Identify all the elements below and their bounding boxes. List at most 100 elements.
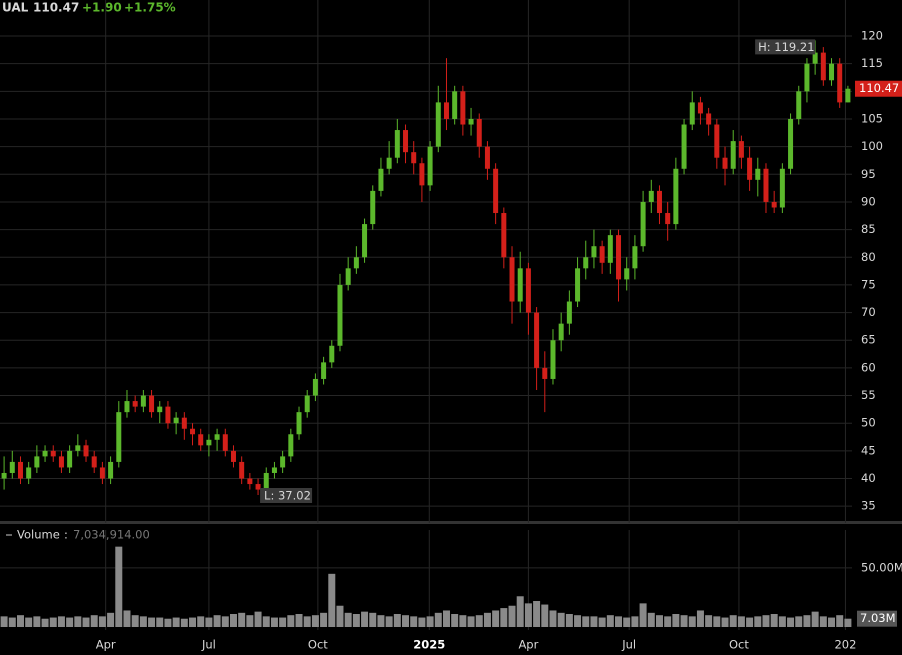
- last-price: 110.47: [33, 1, 79, 15]
- candle-body: [771, 201, 777, 208]
- volume-bar: [344, 612, 352, 627]
- candle-body: [468, 118, 474, 125]
- candle-body: [222, 434, 228, 451]
- candle-body: [501, 213, 507, 258]
- candle-body: [493, 168, 499, 214]
- candle-body: [132, 401, 138, 407]
- candle-body: [34, 456, 40, 468]
- volume-bar: [688, 616, 696, 627]
- candle-body: [624, 268, 630, 280]
- candle-body: [599, 246, 605, 263]
- candle-body: [91, 456, 97, 468]
- volume-bar: [238, 612, 246, 627]
- candle-body: [116, 412, 122, 462]
- y-tick-label: 75: [861, 277, 876, 291]
- volume-bar: [352, 614, 360, 627]
- x-tick-label: Oct: [729, 638, 749, 652]
- volume-bar: [778, 616, 786, 627]
- candle-body: [345, 268, 351, 285]
- volume-legend-name: Volume: [17, 528, 60, 542]
- volume-bar: [262, 616, 270, 627]
- volume-bar: [664, 616, 672, 627]
- y-tick-label: 70: [861, 305, 876, 319]
- candle-body: [460, 91, 466, 125]
- x-tick-label: 2025: [413, 638, 445, 652]
- price-tag: [855, 80, 902, 97]
- volume-bar: [221, 616, 229, 627]
- volume-bar: [647, 612, 655, 627]
- volume-bar: [549, 610, 557, 627]
- candle-body: [788, 118, 794, 169]
- candle-body: [157, 406, 163, 413]
- y-tick-label: 55: [861, 388, 876, 402]
- candle-body: [427, 146, 433, 186]
- volume-bar: [16, 615, 24, 627]
- candle-body: [763, 168, 769, 202]
- volume-bar: [49, 617, 57, 627]
- y-tick-label: 35: [861, 499, 876, 513]
- candle-body: [476, 118, 482, 147]
- volume-bar: [811, 611, 819, 627]
- candle-body: [558, 323, 564, 341]
- volume-bar: [737, 616, 745, 627]
- volume-bar: [41, 618, 49, 627]
- volume-bar: [762, 615, 770, 627]
- candle-body: [796, 91, 802, 119]
- x-tick-label: Jul: [201, 638, 216, 652]
- candle-body: [75, 445, 81, 451]
- candle-body: [50, 450, 56, 457]
- volume-bar: [246, 615, 254, 627]
- volume-bar: [795, 616, 803, 627]
- candle-body: [616, 235, 622, 280]
- candle-body: [607, 235, 613, 263]
- candle-body: [394, 130, 400, 158]
- candle-body: [288, 434, 294, 457]
- candle-body: [83, 445, 89, 457]
- volume-bar: [639, 603, 647, 627]
- candle-body: [280, 456, 286, 468]
- volume-bar: [655, 615, 663, 627]
- volume-bar: [582, 616, 590, 627]
- candle-body: [697, 102, 703, 114]
- candle-body: [329, 345, 335, 363]
- volume-bar: [115, 546, 123, 627]
- volume-bar: [402, 615, 410, 627]
- volume-bar: [713, 616, 721, 627]
- candle-body: [779, 168, 785, 208]
- volume-bar: [721, 617, 729, 627]
- candle-body: [370, 190, 376, 225]
- volume-bar: [25, 617, 33, 627]
- candle-body: [247, 478, 253, 485]
- candle-body: [550, 340, 556, 379]
- candle-body: [656, 190, 662, 214]
- volume-bar: [82, 617, 90, 627]
- volume-bar: [467, 616, 475, 627]
- change-percent: +1.75%: [124, 1, 176, 15]
- candle-body: [689, 102, 695, 125]
- volume-bar: [459, 615, 467, 627]
- volume-bar: [229, 614, 237, 627]
- price-tag-label: 110.47: [859, 81, 899, 95]
- y-tick-label: 80: [861, 250, 876, 264]
- candle-body: [296, 412, 302, 435]
- candle-body: [534, 312, 540, 368]
- volume-bar: [819, 616, 827, 627]
- candle-body: [206, 439, 212, 446]
- volume-bar: [98, 616, 106, 627]
- y-tick-label: 115: [861, 56, 883, 70]
- y-tick-label: 85: [861, 222, 876, 236]
- candle-body: [665, 213, 671, 225]
- candle-body: [812, 52, 818, 64]
- candle-body: [738, 141, 744, 158]
- volume-bar: [393, 614, 401, 627]
- candle-body: [181, 417, 187, 429]
- x-tick-label: Apr: [518, 638, 538, 652]
- volume-bar: [623, 617, 631, 627]
- candle-body: [362, 224, 368, 258]
- volume-bar: [828, 617, 836, 627]
- volume-bar: [803, 615, 811, 627]
- volume-bar: [385, 616, 393, 627]
- volume-bar: [787, 617, 795, 627]
